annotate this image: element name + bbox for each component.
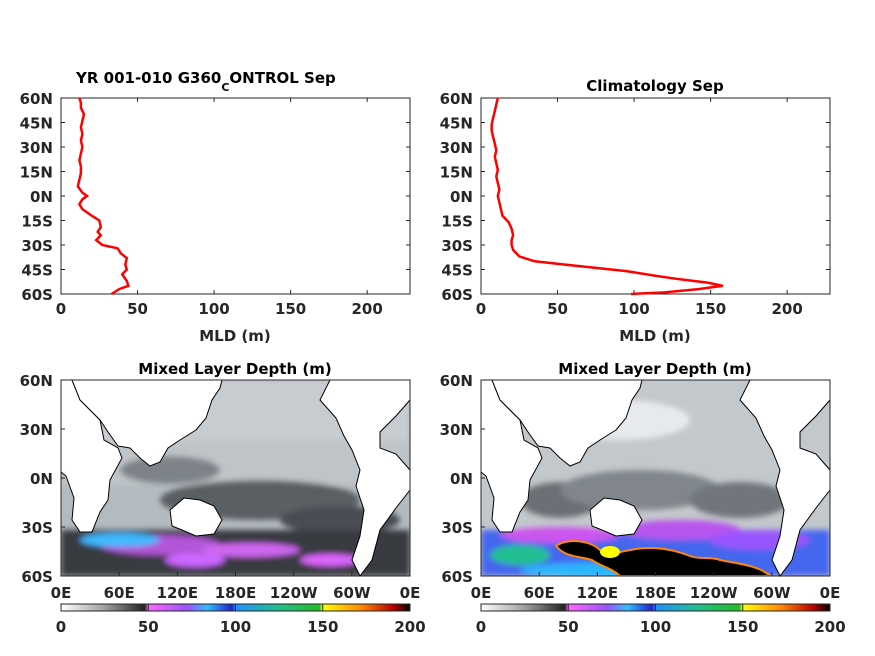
land-australia-2 (589, 497, 643, 537)
map-title-model: Mixed Layer Depth (m) (138, 360, 331, 378)
series-line-climatology (490, 97, 724, 296)
y-tick-label-climatology: 30S (441, 237, 473, 255)
map-y-tick-label-climatology: 30N (440, 421, 473, 439)
map-chart-model: Mixed Layer Depth (m) 0 (20, 360, 426, 636)
x-tick-label-climatology: 0 (476, 300, 486, 318)
series-line-model (76, 97, 130, 296)
map-x-tick-label-climatology: 120E (577, 584, 619, 602)
y-tick-label-model: 45S (21, 262, 53, 280)
map-y-tick-label-climatology: 0N (450, 470, 473, 488)
plot-frame-model (60, 97, 411, 295)
y-tick-label-climatology: 60N (440, 90, 473, 108)
colorbar-tick-label-model: 200 (394, 618, 425, 636)
y-tick-label-model: 30N (20, 139, 53, 157)
land-asia-2 (491, 379, 643, 467)
y-tick-label-model: 30S (21, 237, 53, 255)
colorbar-tick-label-model: 0 (56, 618, 66, 636)
x-axis-label-climatology: MLD (m) (619, 327, 691, 345)
chart-title-climatology: Climatology Sep (586, 77, 724, 95)
x-axis-label-model: MLD (m) (199, 327, 271, 345)
colorbar-tick-label-climatology: 50 (558, 618, 579, 636)
map-x-tick-label-model: 60E (104, 584, 135, 602)
x-tick-label-climatology: 100 (618, 300, 649, 318)
x-tick-label-model: 50 (127, 300, 148, 318)
map-x-tick-label-model: 120E (157, 584, 199, 602)
profile-chart-climatology: Climatology Sep 0 50 100 150 200 60S 45S 30S 15S… (440, 77, 831, 345)
x-tick-label-climatology: 150 (695, 300, 726, 318)
map-x-tick-label-model: 60W (333, 584, 371, 602)
map-y-tick-label-climatology: 60S (441, 568, 473, 586)
map-x-tick-label-climatology: 120W (690, 584, 738, 602)
map-x-tick-label-model: 180E (215, 584, 257, 602)
map-y-tick-label-model: 60S (21, 568, 53, 586)
land-asia (71, 379, 223, 467)
y-tick-label-climatology: 15S (441, 213, 473, 231)
y-tick-label-model: 15S (21, 213, 53, 231)
y-tick-label-model: 60S (21, 286, 53, 304)
plot-frame-climatology (480, 97, 831, 295)
map-y-tick-label-climatology: 30S (441, 519, 473, 537)
x-tick-label-model: 0 (56, 300, 66, 318)
map-x-tick-label-climatology: 60W (753, 584, 791, 602)
profile-chart-model: YR 001-010 G360CONTROL Sep 0 50 100 150 200 6… (20, 69, 411, 345)
land-americas (319, 379, 411, 577)
y-tick-label-climatology: 30N (440, 139, 473, 157)
chart-title-model-main: YR 001-010 G360 (75, 69, 221, 87)
colorbar-tick-label-climatology: 100 (640, 618, 671, 636)
colorbar-tick-label-climatology: 0 (476, 618, 486, 636)
y-tick-label-climatology: 15N (440, 164, 473, 182)
x-tick-label-climatology: 50 (547, 300, 568, 318)
map-y-tick-label-model: 30N (20, 421, 53, 439)
chart-title-model-rest: ONTROL Sep (229, 69, 336, 87)
map-y-tick-label-model: 30S (21, 519, 53, 537)
chart-title-model-sub: C (221, 81, 229, 94)
map-y-tick-label-climatology: 60N (440, 372, 473, 390)
x-tick-label-climatology: 200 (771, 300, 802, 318)
chart-title-model: YR 001-010 G360CONTROL Sep (75, 69, 336, 94)
map-x-tick-label-climatology: 180E (635, 584, 677, 602)
map-chart-climatology: Mixed Layer Depth (m) (440, 360, 846, 636)
map-y-tick-label-model: 60N (20, 372, 53, 390)
colorbar-tick-label-model: 50 (138, 618, 159, 636)
map-x-tick-label-model: 0E (400, 584, 421, 602)
y-tick-label-climatology: 45N (440, 115, 473, 133)
land-americas-2 (739, 379, 831, 577)
y-tick-label-model: 45N (20, 115, 53, 133)
colorbar-tick-label-climatology: 150 (727, 618, 758, 636)
x-tick-label-model: 150 (275, 300, 306, 318)
y-tick-label-climatology: 0N (450, 188, 473, 206)
colorbar-tick-label-model: 150 (307, 618, 338, 636)
colorbar-tick-label-model: 100 (220, 618, 251, 636)
land-australia (169, 497, 223, 537)
map-x-tick-label-climatology: 0E (820, 584, 841, 602)
y-tick-label-model: 60N (20, 90, 53, 108)
map-y-tick-label-model: 0N (30, 470, 53, 488)
map-x-tick-label-climatology: 0E (471, 584, 492, 602)
y-tick-label-model: 0N (30, 188, 53, 206)
x-tick-label-model: 100 (198, 300, 229, 318)
colorbar-tick-label-climatology: 200 (814, 618, 845, 636)
map-x-tick-label-model: 0E (51, 584, 72, 602)
y-tick-label-climatology: 45S (441, 262, 473, 280)
y-tick-label-climatology: 60S (441, 286, 473, 304)
y-tick-label-model: 15N (20, 164, 53, 182)
map-x-tick-label-climatology: 60E (524, 584, 555, 602)
x-tick-label-model: 200 (351, 300, 382, 318)
map-title-climatology: Mixed Layer Depth (m) (558, 360, 751, 378)
map-x-tick-label-model: 120W (270, 584, 318, 602)
